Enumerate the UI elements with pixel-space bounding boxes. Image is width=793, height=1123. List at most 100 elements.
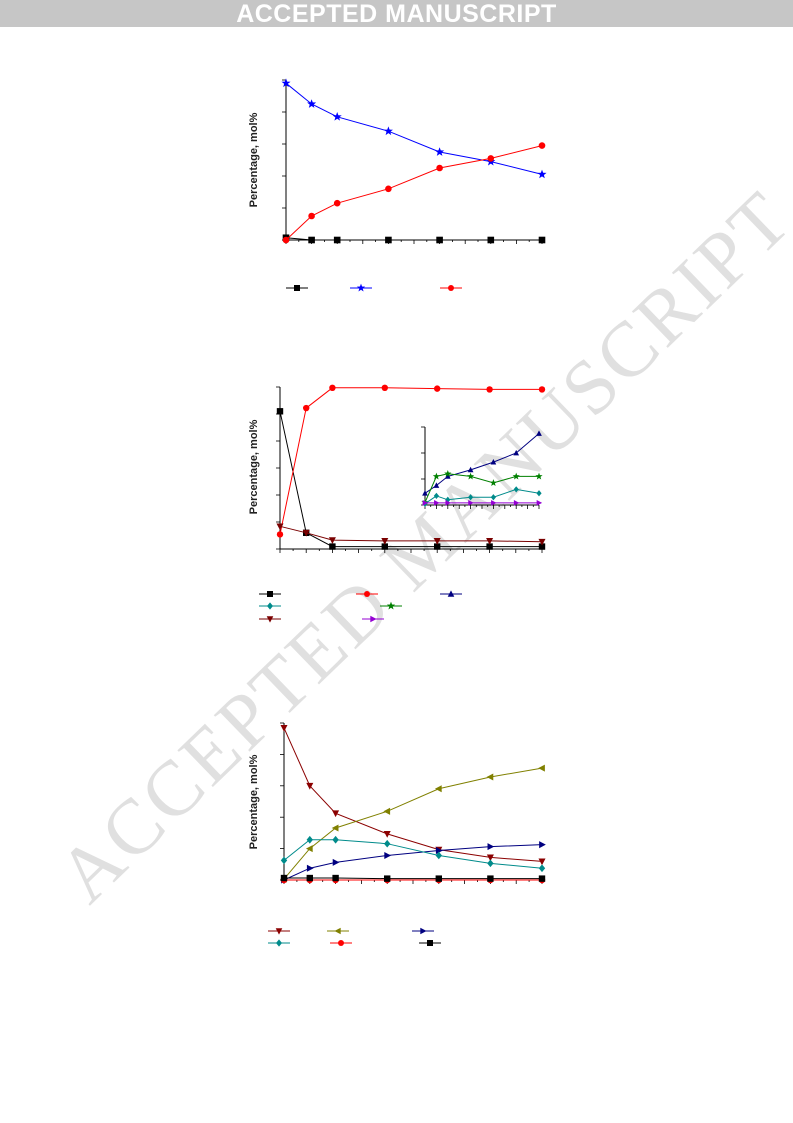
c2-series-2-point	[381, 538, 389, 545]
c3-series-3-point	[487, 859, 494, 868]
chart-2: Percentage, mol%	[248, 384, 546, 623]
c2-inset-series-0-point	[433, 482, 440, 488]
c2-series-0-point	[329, 543, 336, 550]
c2-inset-series-0-point	[513, 449, 520, 456]
c2-series-0-point	[486, 543, 493, 550]
c2-inset-series-3-point	[513, 500, 520, 506]
c2-inset-series-2-point	[513, 486, 519, 493]
c1-series-2-line	[285, 145, 543, 241]
c2-legend-item-1-marker	[364, 591, 370, 597]
c3-series-5-line	[284, 877, 542, 880]
c2-inset-series-3-point	[445, 500, 451, 506]
c3-series-0-point	[486, 854, 494, 862]
c2-series-0-line	[279, 411, 542, 548]
c3-series-0-line	[283, 727, 543, 862]
c3-series-2-point	[332, 858, 340, 866]
c2-inset-series-3-point	[434, 500, 440, 506]
c2-legend-item-3-marker	[267, 602, 273, 610]
c3-series-3-point	[280, 856, 288, 865]
c1-series-2-point	[436, 164, 443, 172]
c1-series-0-line	[285, 237, 542, 241]
c3-series-5-point	[435, 875, 442, 882]
c3-series-0-point	[383, 831, 391, 838]
c3-series-3-point	[332, 835, 339, 844]
c2-inset-series-1-point	[489, 479, 497, 486]
c3-series-0-point	[538, 858, 546, 866]
c2-legend-item-0-marker	[267, 591, 273, 597]
c3-series-5-point	[538, 875, 546, 882]
c3-series-1-point	[486, 773, 494, 781]
c2-series-1-point	[381, 384, 388, 392]
c3-series-3-line	[283, 839, 543, 869]
c3-series-3-point	[538, 864, 546, 873]
c2-inset-series-2-point	[468, 494, 474, 501]
c1-series-0-point	[385, 236, 392, 244]
y-axis-label: Percentage, mol%	[248, 419, 260, 514]
c3-legend-item-0-marker	[275, 928, 283, 935]
c3-series-1-point	[331, 824, 339, 832]
c3-legend-item-4-marker	[338, 940, 344, 946]
c2-inset-series-3-point	[491, 500, 497, 506]
c2-inset-series-2-line	[424, 488, 540, 505]
c2-inset-series-0-point	[467, 466, 474, 473]
c3-legend-item-5-marker	[427, 940, 433, 946]
c3-series-1-line	[283, 767, 543, 880]
c2-legend-item-5-marker	[266, 616, 274, 623]
c3-legend-item-2-marker	[420, 927, 427, 935]
c1-series-2-point	[487, 155, 495, 162]
c3-series-2-point	[435, 847, 443, 855]
c2-inset-series-2-point	[490, 494, 496, 501]
c1-legend-item-2-marker	[448, 285, 454, 291]
c2-series-1-point	[276, 531, 284, 538]
c3-series-1-point	[305, 845, 313, 853]
c1-series-0-point	[487, 236, 495, 244]
c1-legend-item-0-marker	[294, 285, 300, 291]
accepted-manuscript-banner: ACCEPTED MANUSCRIPT	[0, 0, 793, 27]
c1-series-2-point	[282, 236, 290, 244]
c2-series-1-line	[279, 387, 542, 535]
c1-series-2-point	[308, 212, 315, 220]
c2-series-2-point	[538, 538, 546, 546]
c2-series-2-point	[433, 538, 441, 545]
banner-text: ACCEPTED MANUSCRIPT	[236, 0, 557, 28]
c1-series-1-point	[537, 169, 547, 179]
c1-series-1-line	[285, 82, 543, 175]
c2-inset-series-3-point	[468, 500, 474, 506]
c2-inset-series-3-point	[422, 500, 429, 506]
c2-series-0-point	[538, 543, 546, 550]
c1-series-1-point	[383, 126, 393, 136]
c2-inset-series-0-point	[422, 490, 428, 496]
c2-inset-series-1-point	[512, 472, 520, 480]
c2-inset-series-2-point	[536, 490, 542, 497]
c3-series-2-point	[306, 864, 314, 872]
c3-series-5-point	[332, 874, 339, 882]
c3-series-0-point	[306, 782, 314, 790]
c1-series-2-point	[333, 199, 341, 207]
c2-series-2-point	[302, 529, 310, 537]
c3-series-1-point	[383, 807, 391, 815]
c2-inset-series-0-point	[536, 430, 542, 436]
c2-inset-series-1-point	[535, 472, 543, 480]
c2-series-1-point	[486, 386, 493, 393]
c3-series-1-point	[538, 764, 545, 772]
c3-legend-item-1-marker	[334, 927, 341, 935]
c2-series-0-point	[381, 543, 388, 550]
c2-series-0-point	[434, 543, 441, 550]
c2-inset-series-0-point	[490, 458, 497, 465]
c3-series-3-point	[306, 835, 313, 844]
c3-series-5-point	[306, 874, 313, 882]
c3-series-0-point	[332, 810, 340, 818]
c2-legend-item-4-marker	[386, 601, 396, 610]
c3-series-5-point	[280, 874, 288, 882]
c2-inset-series-1-point	[467, 472, 475, 480]
c2-inset-series-0-point	[444, 473, 451, 479]
c1-series-2-point	[385, 185, 392, 193]
c2-series-2-point	[486, 538, 494, 545]
c1-series-1-point	[307, 99, 317, 108]
c1-series-0-point	[538, 236, 546, 244]
c2-series-1-point	[303, 404, 310, 412]
c2-inset-series-1-point	[432, 472, 440, 480]
c2-legend-item-6-marker	[370, 615, 377, 623]
c2-series-2-point	[276, 523, 284, 531]
c3-series-5-point	[487, 875, 494, 882]
